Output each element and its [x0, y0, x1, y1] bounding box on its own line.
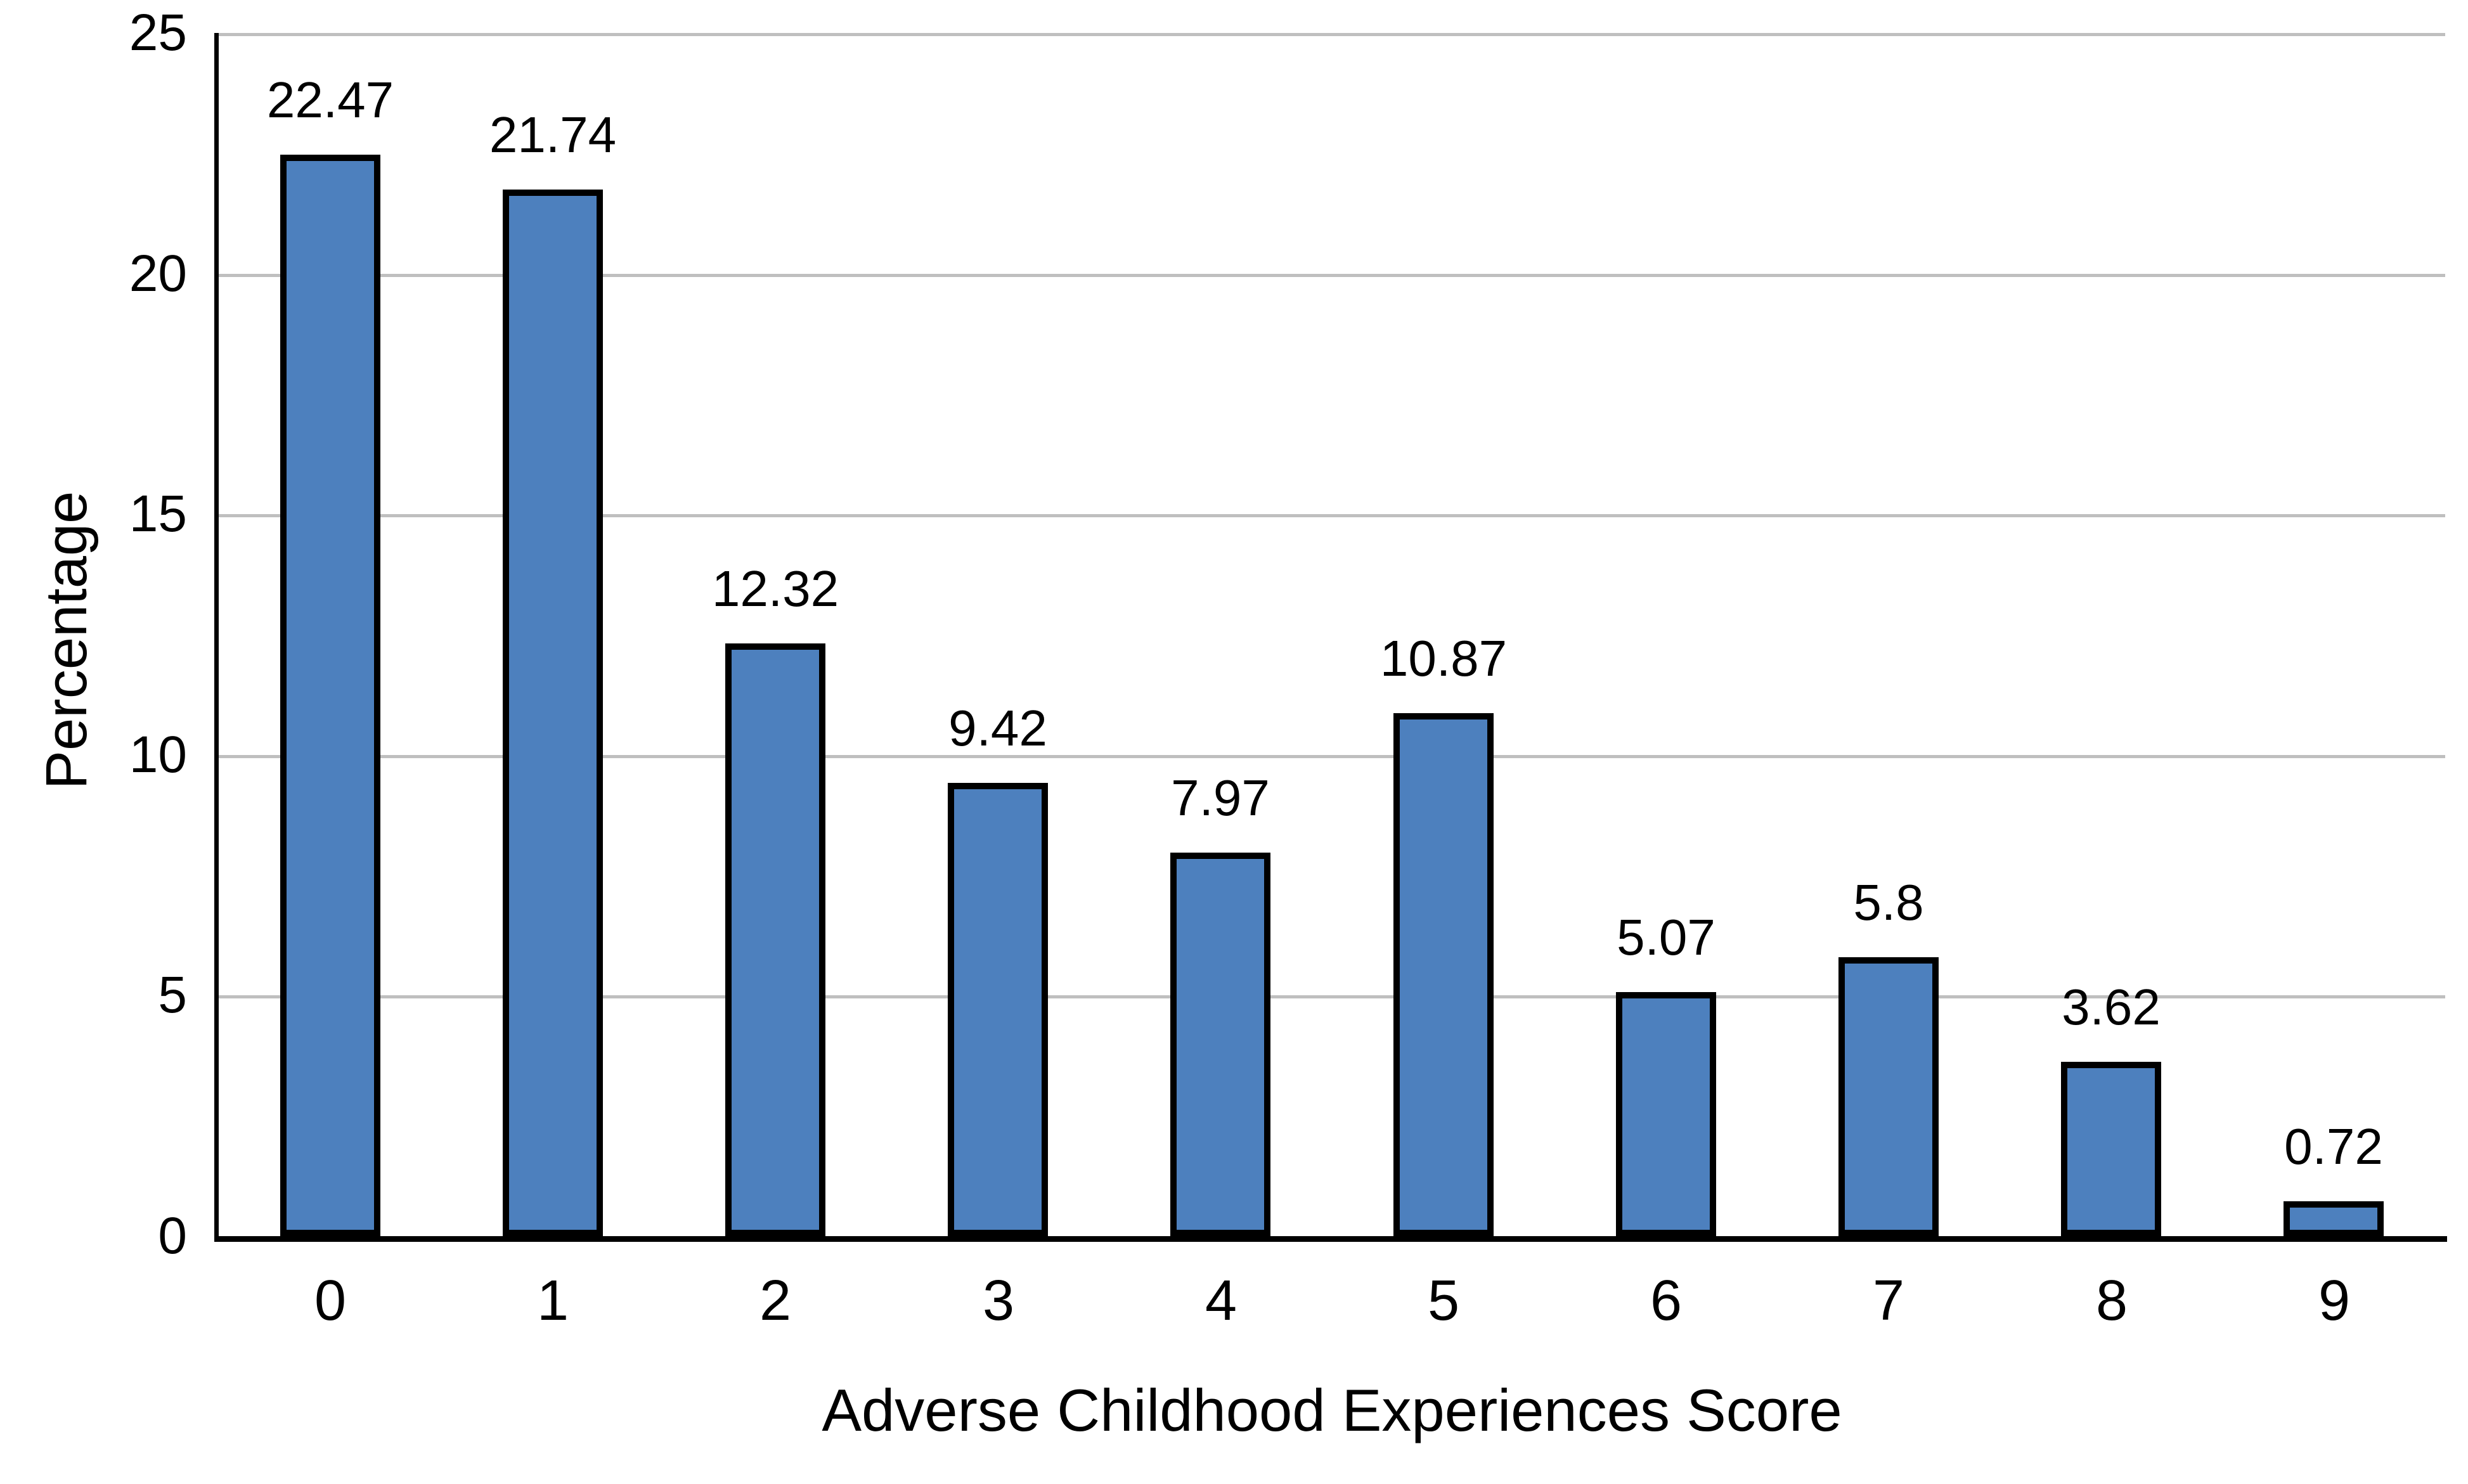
gridline-25 [219, 33, 2445, 36]
bar-score-1 [503, 190, 603, 1236]
y-tick-label: 10 [129, 726, 187, 784]
x-axis-line [214, 1236, 2447, 1242]
x-tick-label: 3 [982, 1269, 1015, 1332]
bar-score-5 [1393, 713, 1494, 1236]
gridline-10 [219, 755, 2445, 758]
bar-score-0 [280, 155, 380, 1236]
x-tick-label: 4 [1205, 1269, 1237, 1332]
bar-value-label: 10.87 [1379, 630, 1508, 687]
gridline-15 [219, 514, 2445, 517]
x-tick-label: 8 [2095, 1269, 2128, 1332]
x-tick-label: 5 [1427, 1269, 1460, 1332]
y-axis-title: Percentage [34, 491, 99, 790]
y-tick-label: 25 [129, 4, 187, 61]
plot-area [219, 33, 2445, 1236]
gridline-20 [219, 274, 2445, 277]
bar-value-label: 0.72 [2284, 1118, 2383, 1175]
gridline-5 [219, 995, 2445, 998]
x-tick-label: 7 [1872, 1269, 1905, 1332]
bar-value-label: 7.97 [1171, 770, 1270, 826]
bar-value-label: 5.8 [1853, 874, 1924, 931]
bar-score-9 [2284, 1201, 2384, 1236]
bar-value-label: 12.32 [711, 560, 839, 617]
bar-score-4 [1170, 853, 1270, 1236]
x-tick-label: 9 [2318, 1269, 2351, 1332]
y-axis-line [214, 33, 219, 1239]
bar-score-8 [2061, 1062, 2161, 1236]
bar-score-7 [1838, 957, 1939, 1236]
bar-value-label: 3.62 [2062, 979, 2161, 1035]
y-tick-label: 20 [129, 245, 187, 302]
bar-value-label: 5.07 [1617, 909, 1715, 965]
x-tick-label: 6 [1650, 1269, 1683, 1332]
x-tick-label: 1 [536, 1269, 569, 1332]
bar-score-3 [948, 783, 1048, 1236]
bar-value-label: 21.74 [489, 106, 617, 163]
bar-score-2 [725, 643, 825, 1236]
y-tick-label: 0 [158, 1207, 187, 1265]
x-tick-label: 0 [314, 1269, 347, 1332]
x-tick-label: 2 [759, 1269, 792, 1332]
bar-value-label: 9.42 [948, 700, 1047, 756]
y-tick-label: 5 [158, 966, 187, 1024]
x-axis-title: Adverse Childhood Experiences Score [822, 1377, 1842, 1443]
bar-value-label: 22.47 [266, 72, 394, 128]
y-tick-label: 15 [129, 485, 187, 543]
bar-score-6 [1616, 992, 1716, 1236]
